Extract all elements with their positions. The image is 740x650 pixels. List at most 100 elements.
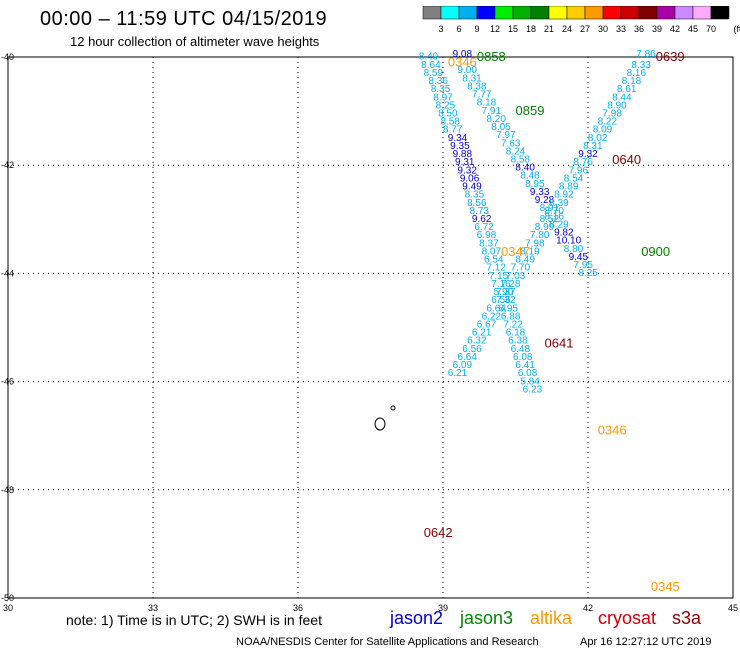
wave-height-value: 8.97	[433, 92, 453, 103]
legend-entry-jason2: jason2	[390, 608, 444, 628]
wave-height-value: 7.22	[503, 320, 523, 331]
wave-height-value: 6.72	[474, 222, 494, 233]
wave-height-value: 9.31	[455, 157, 475, 168]
wave-height-value: 8.58	[441, 117, 461, 128]
wave-height-value: 7.91	[482, 106, 502, 117]
scale-label: 30	[598, 24, 608, 34]
scale-label: 33	[616, 24, 626, 34]
wave-height-value: 8.38	[467, 81, 487, 92]
wave-height-value: 9.35	[450, 141, 470, 152]
wave-height-value: 6.08	[518, 368, 538, 379]
scale-label: 39	[652, 24, 662, 34]
scale-label: 3	[438, 24, 443, 34]
wave-height-value: 8.49	[419, 52, 439, 63]
wave-height-value: 8.35	[465, 190, 485, 201]
wave-height-value: 6.48	[511, 344, 531, 355]
wave-height-value: 6.88	[501, 311, 521, 322]
wave-height-value: 8.05	[491, 122, 511, 133]
pass-time-label: 0346	[448, 54, 477, 69]
page-subtitle: 12 hour collection of altimeter wave hei…	[70, 34, 320, 49]
wave-height-value: 8.07	[482, 246, 502, 257]
scale-label: 15	[508, 24, 518, 34]
wave-height-value: 8.52	[540, 214, 560, 225]
scale-label: 12	[490, 24, 500, 34]
pass-time-label: 0858	[477, 49, 506, 64]
wave-height-value: 9.32	[578, 149, 598, 160]
scale-label: 27	[580, 24, 590, 34]
wave-height-value: 8.58	[511, 154, 531, 165]
wave-height-value: 6.64	[486, 303, 506, 314]
wave-height-value: 7.32	[496, 295, 516, 306]
wave-height-value: 6.23	[523, 384, 543, 395]
wave-height-value: 9.32	[457, 165, 477, 176]
wave-height-value: 7.15	[489, 271, 509, 282]
wave-height-value: 8.61	[617, 84, 637, 95]
footer-note: note: 1) Time is in UTC; 2) SWH is in fe…	[66, 612, 322, 628]
wave-height-value: 6.22	[482, 311, 502, 322]
wave-height-value: 8.91	[540, 203, 560, 214]
lon-tick-label: 36	[293, 603, 303, 613]
wave-height-value: 8.50	[438, 109, 458, 120]
wave-height-value: 8.59	[424, 68, 444, 79]
lat-tick-label: -50	[1, 593, 14, 603]
legend-entry-cryosat: cryosat	[598, 608, 657, 628]
wave-height-value: 8.16	[544, 211, 564, 222]
wave-height-value: 6.08	[513, 352, 533, 363]
wave-height-value: 5.90	[494, 287, 514, 298]
pass-time-label: 0640	[612, 152, 641, 167]
lon-tick-label: 30	[3, 603, 13, 613]
wave-height-value: 6.95	[499, 303, 519, 314]
wave-height-value: 8.37	[479, 238, 499, 249]
wave-height-value: 6.67	[477, 320, 497, 331]
wave-height-value: 7.70	[511, 263, 531, 274]
wave-height-value: 8.33	[631, 60, 651, 71]
wave-height-value: 8.09	[593, 125, 613, 136]
lon-tick-label: 39	[438, 603, 448, 613]
scale-label: 36	[634, 24, 644, 34]
wave-height-value: 8.19	[520, 246, 540, 257]
scale-label: 21	[544, 24, 554, 34]
wave-height-value: 9.62	[472, 214, 492, 225]
wave-height-value: 7.16	[491, 279, 511, 290]
wave-height-value: 8.99	[535, 222, 555, 233]
wave-height-value: 7.98	[602, 109, 622, 120]
credit-line: NOAA/NESDIS Center for Satellite Applica…	[236, 636, 539, 648]
legend-entry-altika: altika	[530, 608, 573, 628]
wave-height-value: 8.24	[506, 146, 526, 157]
wave-height-value: 6.09	[453, 360, 473, 371]
wave-height-value: 8.80	[564, 244, 584, 255]
scale-label: 6	[456, 24, 461, 34]
wave-height-value: 7.80	[530, 230, 550, 241]
wave-height-value: 8.25	[578, 268, 598, 279]
pass-time-label: 0639	[656, 49, 685, 64]
wave-height-value: 8.64	[421, 60, 441, 71]
wave-height-value: 8.44	[612, 92, 632, 103]
wave-height-value: 8.18	[622, 76, 642, 87]
wave-height-value: 8.02	[588, 133, 608, 144]
wave-height-value: 8.49	[515, 255, 535, 266]
wave-height-value: 8.95	[525, 179, 545, 190]
lat-tick-label: -40	[1, 52, 14, 62]
scale-label: 24	[562, 24, 572, 34]
wave-height-value: 6.18	[506, 328, 526, 339]
wave-height-value: 8.20	[486, 114, 506, 125]
wave-height-value: 8.25	[436, 100, 456, 111]
scale-swatch	[710, 6, 730, 20]
pass-time-label: 0345	[651, 579, 680, 594]
lon-tick-label: 42	[583, 603, 593, 613]
wave-height-value: 6.98	[477, 230, 497, 241]
wave-height-value: 8.35	[431, 84, 451, 95]
wave-height-value: 7.37	[496, 287, 516, 298]
pass-time-label: 0346	[598, 422, 627, 437]
wave-height-value: 9.28	[535, 195, 555, 206]
wave-height-value: 8.56	[467, 198, 487, 209]
wave-height-value: 7.77	[472, 90, 492, 101]
wave-height-value: 7.95	[573, 260, 593, 271]
wave-height-value: 8.16	[627, 68, 647, 79]
pass-time-label: 0347	[501, 244, 530, 259]
wave-height-value: 7.03	[506, 271, 526, 282]
wave-height-value: 8.29	[549, 219, 569, 230]
pass-time-label: 0641	[545, 336, 574, 351]
legend-entry-jason3: jason3	[460, 608, 514, 628]
